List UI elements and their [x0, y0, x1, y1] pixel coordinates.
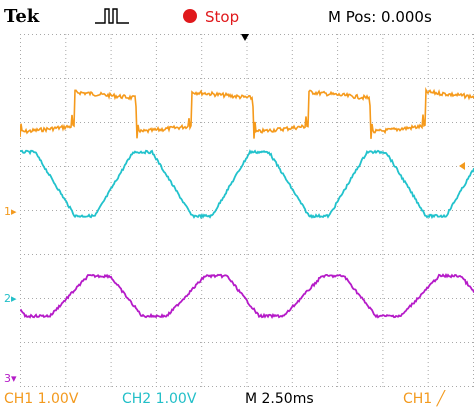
pulse-icon [95, 8, 129, 24]
trigger-position-marker-icon [241, 34, 249, 41]
ch1-ground-marker[interactable]: 1▸ [4, 205, 17, 218]
m-pos-readout: M Pos: 0.000s [328, 8, 432, 26]
ch1-trace [20, 86, 474, 139]
ch2-scale-readout[interactable]: CH2 1.00V [122, 391, 197, 407]
brand-logo: Tek [4, 6, 40, 27]
ch2-ground-marker[interactable]: 2▸ [4, 292, 17, 305]
stop-dot-icon [183, 9, 197, 23]
ch3-ground-marker[interactable]: 3▾ [4, 372, 17, 385]
trigger-source-readout[interactable]: CH1 ╱ [403, 391, 446, 407]
ch1-scale-readout[interactable]: CH1 1.00V [4, 391, 79, 407]
status-bar: CH1 1.00V CH2 1.00V M 2.50ms CH1 ╱ [0, 388, 474, 413]
scope-screen [20, 34, 474, 387]
ch3-trace [20, 273, 474, 319]
ch2-trace [20, 149, 474, 220]
trigger-level-marker-icon [459, 162, 465, 170]
timebase-readout[interactable]: M 2.50ms [245, 391, 314, 407]
graticule [20, 34, 474, 387]
run-state-label[interactable]: Stop [205, 8, 240, 26]
top-bar: Tek Stop M Pos: 0.000s [0, 0, 474, 34]
